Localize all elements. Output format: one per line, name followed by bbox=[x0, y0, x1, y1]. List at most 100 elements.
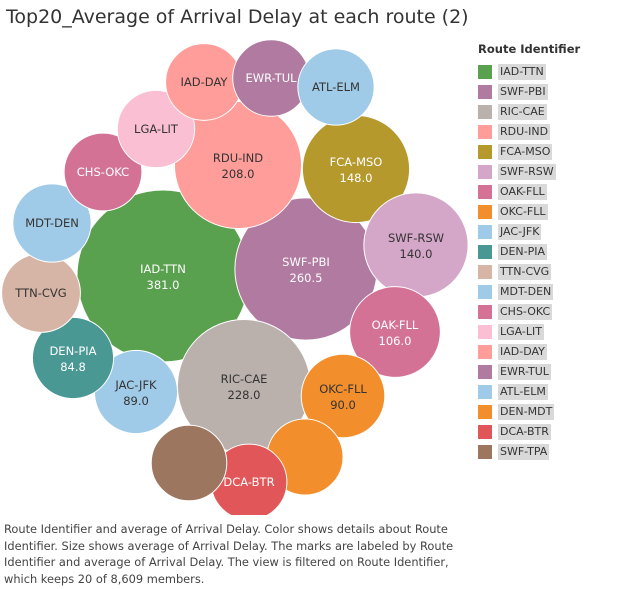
legend-label: ATL-ELM bbox=[498, 384, 548, 400]
legend-label: OAK-FLL bbox=[498, 184, 547, 200]
bubble-value-rdu-ind: 208.0 bbox=[222, 167, 255, 181]
bubble-circle-atl-elm[interactable] bbox=[297, 48, 375, 126]
legend-item-swf-pbi[interactable]: SWF-PBI bbox=[478, 82, 618, 102]
bubble-label-iad-day: IAD-DAY bbox=[181, 75, 229, 89]
legend-item-fca-mso[interactable]: FCA-MSO bbox=[478, 142, 618, 162]
bubble-label-dca-btr: DCA-BTR bbox=[223, 475, 274, 489]
bubble-value-fca-mso: 148.0 bbox=[340, 171, 373, 185]
bubble-okc-fll[interactable]: OKC-FLL 90.0 bbox=[300, 353, 386, 439]
legend-label: DEN-MDT bbox=[498, 404, 555, 420]
bubble-ewr-tul[interactable]: EWR-TUL bbox=[232, 39, 310, 117]
bubble-ttn-cvg[interactable]: TTN-CVG bbox=[1, 253, 81, 333]
legend-item-oak-fll[interactable]: OAK-FLL bbox=[478, 182, 618, 202]
bubble-label-okc-fll: OKC-FLL bbox=[319, 382, 367, 396]
bubble-circle-chs-okc[interactable] bbox=[63, 132, 143, 212]
bubble-rdu-ind[interactable]: RDU-IND 208.0 bbox=[173, 100, 303, 230]
legend-item-iad-day[interactable]: IAD-DAY bbox=[478, 342, 618, 362]
bubble-label-atl-elm: ATL-ELM bbox=[312, 80, 360, 94]
legend-label: RIC-CAE bbox=[498, 104, 547, 120]
bubble-den-pia[interactable]: DEN-PIA 84.8 bbox=[31, 316, 115, 400]
bubble-swf-rsw[interactable]: SWF-RSW 140.0 bbox=[363, 192, 469, 298]
bubble-circle-oak-fll[interactable] bbox=[349, 286, 441, 378]
legend-item-iad-ttn[interactable]: IAD-TTN bbox=[478, 62, 618, 82]
legend-swatch bbox=[478, 425, 492, 439]
legend-item-ric-cae[interactable]: RIC-CAE bbox=[478, 102, 618, 122]
legend-item-den-pia[interactable]: DEN-PIA bbox=[478, 242, 618, 262]
bubble-circle-swf-rsw[interactable] bbox=[363, 192, 469, 298]
legend-label: LGA-LIT bbox=[498, 324, 544, 340]
legend-label: SWF-TPA bbox=[498, 444, 550, 460]
legend-label: DCA-BTR bbox=[498, 424, 551, 440]
bubble-label-swf-pbi: SWF-PBI bbox=[282, 255, 330, 269]
legend-label: OKC-FLL bbox=[498, 204, 548, 220]
legend-label: IAD-DAY bbox=[498, 344, 547, 360]
bubble-oak-fll[interactable]: OAK-FLL 106.0 bbox=[349, 286, 441, 378]
legend-item-chs-okc[interactable]: CHS-OKC bbox=[478, 302, 618, 322]
bubble-circle-rdu-ind[interactable] bbox=[173, 100, 303, 230]
legend-items: IAD-TTN SWF-PBI RIC-CAE RDU-IND FCA-MSO SWF-R… bbox=[478, 62, 618, 462]
legend-swatch bbox=[478, 125, 492, 139]
legend-swatch bbox=[478, 405, 492, 419]
bubble-atl-elm[interactable]: ATL-ELM bbox=[297, 48, 375, 126]
legend-label: FCA-MSO bbox=[498, 144, 553, 160]
legend-label: SWF-RSW bbox=[498, 164, 556, 180]
bubble-circle-mdt-den[interactable] bbox=[12, 183, 92, 263]
legend-label: SWF-PBI bbox=[498, 84, 548, 100]
legend-swatch bbox=[478, 265, 492, 279]
bubble-circle-lga-lit[interactable] bbox=[116, 89, 196, 169]
chart-caption: Route Identifier and average of Arrival … bbox=[4, 522, 454, 586]
legend-item-rdu-ind[interactable]: RDU-IND bbox=[478, 122, 618, 142]
legend-item-swf-rsw[interactable]: SWF-RSW bbox=[478, 162, 618, 182]
legend-item-ttn-cvg[interactable]: TTN-CVG bbox=[478, 262, 618, 282]
bubble-chart[interactable]: IAD-TTN 381.0 SWF-PBI 260.5 RIC-CAE 228.0 RDU-… bbox=[0, 0, 470, 515]
legend-label: CHS-OKC bbox=[498, 304, 553, 320]
bubble-dca-btr[interactable]: DCA-BTR bbox=[210, 443, 288, 515]
legend-swatch bbox=[478, 285, 492, 299]
bubble-jac-jfk[interactable]: JAC-JFK 89.0 bbox=[93, 349, 179, 435]
bubble-chs-okc[interactable]: CHS-OKC bbox=[63, 132, 143, 212]
legend-item-jac-jfk[interactable]: JAC-JFK bbox=[478, 222, 618, 242]
bubble-label-ewr-tul: EWR-TUL bbox=[245, 71, 297, 85]
bubble-label-mdt-den: MDT-DEN bbox=[25, 216, 79, 230]
bubble-label-chs-okc: CHS-OKC bbox=[77, 165, 129, 179]
bubble-value-den-pia: 84.8 bbox=[60, 360, 86, 374]
legend-item-okc-fll[interactable]: OKC-FLL bbox=[478, 202, 618, 222]
legend-item-mdt-den[interactable]: MDT-DEN bbox=[478, 282, 618, 302]
legend-item-swf-tpa[interactable]: SWF-TPA bbox=[478, 442, 618, 462]
legend-swatch bbox=[478, 245, 492, 259]
bubble-swf-tpa[interactable] bbox=[150, 424, 228, 502]
bubble-value-ric-cae: 228.0 bbox=[228, 388, 261, 402]
legend-item-atl-elm[interactable]: ATL-ELM bbox=[478, 382, 618, 402]
legend-swatch bbox=[478, 365, 492, 379]
legend-swatch bbox=[478, 225, 492, 239]
legend-label: MDT-DEN bbox=[498, 284, 554, 300]
legend: Route Identifier IAD-TTN SWF-PBI RIC-CAE RD… bbox=[478, 42, 618, 462]
legend-item-ewr-tul[interactable]: EWR-TUL bbox=[478, 362, 618, 382]
legend-swatch bbox=[478, 165, 492, 179]
bubble-mdt-den[interactable]: MDT-DEN bbox=[12, 183, 92, 263]
bubble-circle-okc-fll[interactable] bbox=[300, 353, 386, 439]
bubble-label-jac-jfk: JAC-JFK bbox=[114, 378, 157, 392]
bubble-iad-day[interactable]: IAD-DAY bbox=[165, 43, 243, 121]
bubble-fca-mso[interactable]: FCA-MSO 148.0 bbox=[301, 114, 411, 224]
bubble-label-ric-cae: RIC-CAE bbox=[221, 372, 268, 386]
bubble-label-rdu-ind: RDU-IND bbox=[213, 151, 263, 165]
bubble-label-fca-mso: FCA-MSO bbox=[330, 155, 383, 169]
bubble-value-oak-fll: 106.0 bbox=[379, 334, 412, 348]
legend-swatch bbox=[478, 205, 492, 219]
legend-item-den-mdt[interactable]: DEN-MDT bbox=[478, 402, 618, 422]
bubble-circle-swf-tpa[interactable] bbox=[150, 424, 228, 502]
legend-item-lga-lit[interactable]: LGA-LIT bbox=[478, 322, 618, 342]
legend-swatch bbox=[478, 325, 492, 339]
legend-label: RDU-IND bbox=[498, 124, 551, 140]
bubble-circle-den-pia[interactable] bbox=[31, 316, 115, 400]
bubble-lga-lit[interactable]: LGA-LIT bbox=[116, 89, 196, 169]
legend-swatch bbox=[478, 445, 492, 459]
bubble-label-ttn-cvg: TTN-CVG bbox=[14, 286, 66, 300]
legend-swatch bbox=[478, 145, 492, 159]
chart-title: Top20_Average of Arrival Delay at each r… bbox=[6, 6, 469, 28]
legend-item-dca-btr[interactable]: DCA-BTR bbox=[478, 422, 618, 442]
bubble-swf-pbi[interactable]: SWF-PBI 260.5 bbox=[234, 197, 378, 341]
bubble-value-swf-pbi: 260.5 bbox=[290, 271, 323, 285]
legend-swatch bbox=[478, 65, 492, 79]
